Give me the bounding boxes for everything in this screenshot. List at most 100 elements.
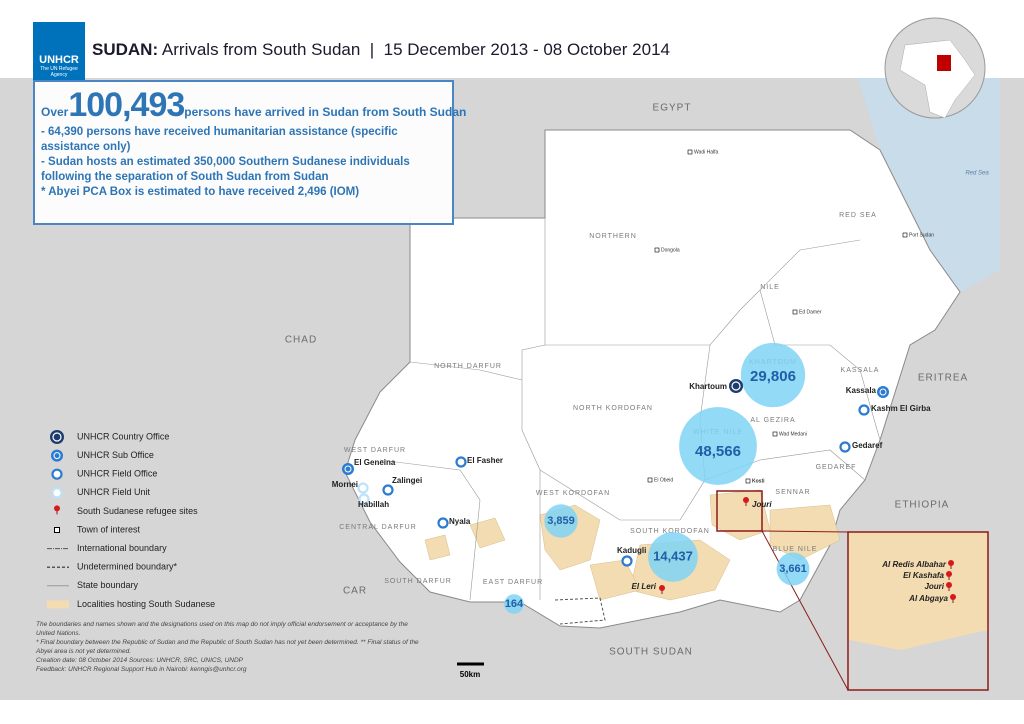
title-country: SUDAN: — [92, 40, 159, 59]
summary-head: Over100,493persons have arrived in Sudan… — [41, 86, 466, 125]
inset-south-sudan — [849, 630, 987, 689]
town-marker — [902, 232, 908, 238]
site-label: Jouri — [752, 500, 772, 509]
summary-note: - 64,390 persons have received humanitar… — [41, 126, 398, 153]
office-label: Kashm El Girba — [871, 404, 931, 413]
country-label: CAR — [343, 586, 367, 597]
country-office-icon — [50, 430, 64, 444]
town-marker — [792, 309, 798, 315]
state-label: NORTH KORDOFAN — [573, 405, 653, 412]
town-label: El Obeid — [654, 477, 673, 483]
field-office-icon — [858, 404, 870, 416]
field-office-icon — [621, 555, 633, 567]
summary-total: 100,493 — [68, 86, 185, 124]
field-office-icon — [839, 441, 851, 453]
inset-site-label: Al Abgaya — [908, 594, 948, 603]
sub-office-icon — [342, 463, 354, 475]
state-label: SENNAR — [775, 489, 810, 496]
country-label: CHAD — [285, 335, 317, 346]
arrivals-label: 14,437 — [653, 548, 693, 563]
office-label: Nyala — [449, 517, 471, 526]
office-label: Mornei — [332, 480, 358, 489]
town-label: Dongola — [661, 247, 680, 253]
disclaimer-line: Feedback: UNHCR Regional Support Hub in … — [36, 666, 247, 673]
legend-label: South Sudanese refugee sites — [77, 506, 198, 516]
disclaimer-line: Creation date: 08 October 2014 Sources: … — [36, 657, 243, 664]
state-label: SOUTH DARFUR — [384, 578, 452, 585]
site-pin-icon — [743, 497, 749, 503]
town-label: Port Sudan — [909, 232, 934, 238]
site-pin-icon — [659, 585, 665, 591]
title: SUDAN: Arrivals from South Sudan | 15 De… — [92, 40, 670, 60]
summary-over: Over — [41, 105, 69, 119]
state-label: WEST DARFUR — [344, 447, 406, 454]
state-label: EAST DARFUR — [483, 579, 543, 586]
office-label: Kassala — [846, 386, 877, 395]
town-label: Wadi Halfa — [694, 149, 718, 155]
office-icon-inner — [344, 465, 352, 473]
arrivals-bubble — [648, 532, 698, 582]
state-label: BLUE NILE — [773, 546, 818, 553]
legend-label: International boundary — [77, 543, 167, 553]
town-marker — [687, 149, 693, 155]
title-text: Arrivals from South Sudan | 15 December … — [161, 40, 670, 59]
site-pin-icon — [946, 582, 952, 588]
field-office-icon — [455, 456, 467, 468]
red-sea — [858, 78, 1000, 292]
arrivals-label: 3,859 — [547, 515, 575, 527]
field-unit-icon — [357, 482, 369, 494]
country-label: ERITREA — [918, 373, 968, 384]
arrivals-label: 48,566 — [695, 443, 741, 460]
inset-extent — [716, 490, 763, 532]
office-label: Khartoum — [689, 382, 727, 391]
disclaimer-line: * Final boundary between the Republic of… — [36, 639, 419, 655]
field-office-icon — [382, 484, 394, 496]
town-marker — [745, 478, 751, 484]
office-icon-inner — [879, 388, 887, 396]
town-label: Ed Damer — [799, 309, 822, 315]
sub-office-icon — [877, 386, 889, 398]
inset-site-label: Al Redis Albahar — [881, 560, 947, 569]
state-label: NORTHERN — [589, 233, 637, 240]
arrivals-label: 29,806 — [750, 368, 796, 385]
site-pin-icon — [950, 594, 956, 600]
legend-host-area — [47, 600, 69, 609]
site-label: El Leri — [632, 582, 657, 591]
scale-label: 50km — [460, 670, 480, 679]
office-label: Kadugli — [617, 546, 646, 555]
office-label: El Fasher — [467, 456, 503, 465]
legend-label: UNHCR Sub Office — [77, 450, 154, 460]
inset-connector — [761, 530, 849, 691]
inset-site-label: El Kashafa — [903, 571, 944, 580]
summary-box: Over100,493persons have arrived in Sudan… — [33, 80, 466, 225]
state-boundaries — [379, 218, 881, 601]
state-label: AL GEZIRA — [750, 417, 795, 424]
abyei-box — [554, 597, 606, 625]
disclaimer: The boundaries and names shown and the d… — [36, 620, 426, 674]
field-unit-icon — [51, 487, 63, 499]
country-label: EGYPT — [653, 103, 692, 114]
town-label: Kosti — [752, 478, 765, 484]
arrivals-bubble — [504, 594, 524, 614]
legend-label: UNHCR Field Unit — [77, 487, 151, 497]
state-label: NILE — [760, 284, 780, 291]
field-office-icon — [437, 517, 449, 529]
arrivals-label: 3,661 — [779, 563, 807, 575]
legend-label: Localities hosting South Sudanese — [77, 599, 215, 609]
town-marker — [654, 247, 660, 253]
legend-label: UNHCR Country Office — [77, 431, 169, 441]
legend-label: Undetermined boundary* — [77, 562, 178, 572]
field-unit-icon — [358, 493, 370, 505]
arrivals-bubble — [544, 504, 578, 538]
globe-sudan — [937, 55, 951, 71]
office-label: Gedaref — [852, 441, 883, 450]
legend-label: Town of interest — [77, 524, 141, 534]
site-pin-icon — [54, 505, 60, 512]
sea-label: Red Sea — [965, 171, 989, 177]
office-label: Habillah — [358, 500, 389, 509]
office-label: Zalingei — [392, 476, 422, 485]
town-label: Wad Medani — [779, 431, 807, 437]
town-marker — [647, 477, 653, 483]
